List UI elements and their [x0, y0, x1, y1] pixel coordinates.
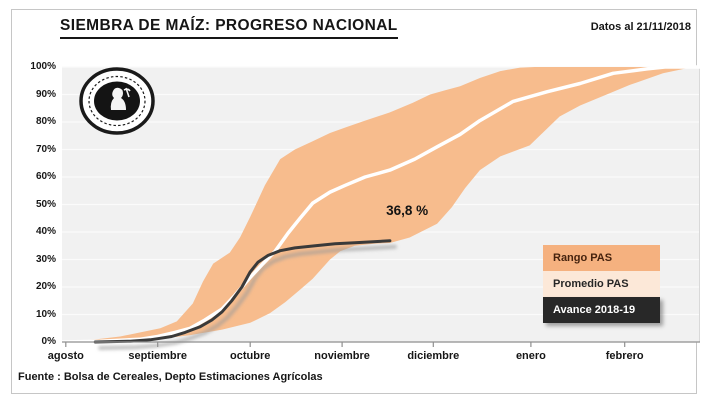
y-axis-label: 10%: [35, 308, 56, 320]
source-note: Fuente : Bolsa de Cereales, Depto Estima…: [18, 371, 323, 383]
x-axis-label-septiembre: septiembre: [128, 350, 188, 362]
y-axis-label: 0%: [41, 336, 56, 347]
line-avance-2018-19: [93, 239, 392, 344]
y-axis-label: 20%: [35, 281, 56, 292]
x-axis-label-enero: enero: [515, 350, 546, 362]
logo-staff-detail: [123, 87, 131, 98]
y-axis-label: 60%: [35, 171, 56, 182]
y-axis-label: 80%: [35, 116, 56, 127]
avance-value-annotation: 36,8 %: [386, 203, 429, 219]
logo-text-ring: [88, 75, 146, 127]
data-as-of-date: Datos al 21/11/2018: [590, 21, 691, 33]
chart-legend: Rango PAS Promedio PAS Avance 2018-19: [543, 245, 660, 323]
band-rango-pas: [62, 67, 700, 342]
y-axis-label: 40%: [35, 226, 56, 237]
line-promedio-pas: [60, 65, 702, 344]
page-title: SIEMBRA DE MAÍZ: PROGRESO NACIONAL: [60, 17, 398, 39]
y-axis-label: 50%: [35, 198, 56, 210]
y-axis-label: 30%: [35, 253, 56, 265]
legend-item-promedio-pas: Promedio PAS: [543, 271, 660, 297]
x-axis-label-diciembre: diciembre: [407, 350, 460, 362]
logo-figure-silhouette: [110, 87, 126, 110]
y-axis-label: 100%: [30, 61, 56, 72]
legend-item-avance-2018-19: Avance 2018-19: [543, 297, 660, 323]
legend-item-rango-pas: Rango PAS: [543, 245, 660, 271]
y-axis-label: 90%: [35, 88, 56, 100]
x-axis-label-agosto: agosto: [47, 350, 84, 362]
x-axis-label-octubre: octubre: [230, 350, 271, 362]
y-axis-label: 70%: [35, 143, 56, 155]
x-axis-label-noviembre: noviembre: [314, 350, 370, 362]
bolsa-de-cereales-logo: [79, 67, 155, 135]
line-avance-shadow: [98, 244, 397, 350]
x-axis-label-febrero: febrero: [605, 350, 644, 362]
